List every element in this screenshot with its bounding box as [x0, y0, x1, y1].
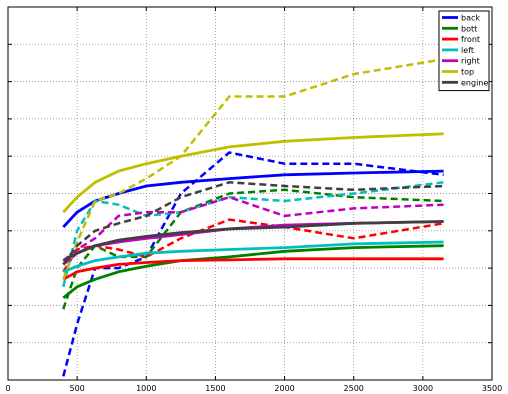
series-line-bott-dashed [62, 188, 444, 310]
legend-label-back: back [461, 14, 480, 23]
series-line-front-dashed [62, 218, 444, 273]
series-layer [62, 57, 444, 377]
legend-label-right: right [461, 57, 480, 66]
legend-label-engine: engine [461, 78, 488, 87]
legend-label-top: top [461, 68, 474, 77]
x-tick-label: 1500 [205, 384, 225, 393]
series-line-engine-solid [62, 220, 444, 262]
legend-label-left: left [461, 46, 474, 55]
series-line-front-solid [62, 257, 444, 281]
series-line-back-dashed [62, 151, 444, 377]
series-line-right-dashed [62, 195, 444, 262]
series-line-top-solid [62, 132, 444, 214]
x-tick-label: 3500 [482, 384, 502, 393]
series-line-engine-dashed [62, 181, 444, 266]
series-line-left-dashed [62, 181, 444, 288]
x-tick-label: 2000 [274, 384, 294, 393]
plot-background [8, 7, 492, 380]
x-tick-label: 0 [5, 384, 10, 393]
x-tick-label: 1000 [136, 384, 156, 393]
series-line-back-solid [62, 169, 444, 229]
axis-ticks: 0 500 1000 1500 2000 2500 3000 3500 [5, 6, 502, 393]
x-tick-label: 2500 [344, 384, 364, 393]
series-line-bott-solid [62, 244, 444, 299]
series-line-left-solid [62, 240, 444, 274]
legend-label-front: front [461, 35, 480, 44]
x-tick-label: 3000 [413, 384, 433, 393]
x-tick-label: 500 [70, 384, 85, 393]
legend-label-bott: bott [461, 24, 477, 33]
